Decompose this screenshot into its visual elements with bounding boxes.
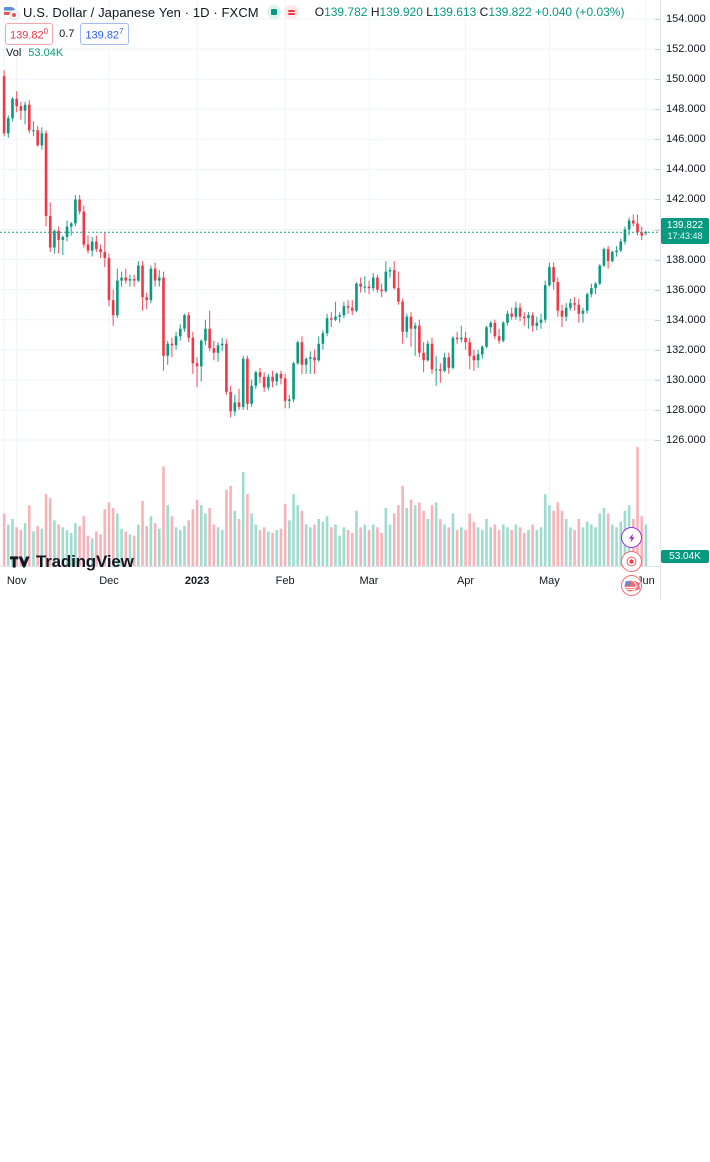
chart-floating-buttons [621, 527, 642, 599]
current-price-value: 139.822 [666, 220, 704, 232]
price-tick-label: 142.000 [666, 193, 706, 206]
price-tick-mark [655, 259, 660, 261]
time-tick-label: Apr [456, 575, 475, 587]
price-tick-label: 148.000 [666, 103, 706, 116]
current-time-value: 17:43:48 [667, 231, 703, 242]
time-axis-divider [0, 566, 660, 567]
price-tick-mark [655, 49, 660, 51]
tradingview-chart-widget: U.S. Dollar / Japanese Yen · 1D · FXCM O… [0, 0, 710, 600]
record-dot-icon[interactable] [621, 551, 642, 572]
price-tick-mark [655, 289, 660, 291]
price-tick-mark [655, 409, 660, 411]
tradingview-watermark-text: TradingView [36, 552, 134, 571]
price-axis[interactable]: 154.000 152.000 150.000 148.000 146.000 144.0… [655, 0, 710, 566]
price-tick-label: 146.000 [666, 133, 706, 146]
time-tick-label: May [539, 575, 560, 587]
price-tick-mark [655, 79, 660, 81]
time-tick-label: Feb [275, 575, 295, 587]
time-axis[interactable]: Nov Dec 2023 Feb Mar Apr May Jun [0, 566, 660, 600]
price-tick-label: 132.000 [666, 343, 706, 356]
price-tick-label: 152.000 [666, 43, 706, 56]
price-tick-mark [655, 169, 660, 171]
price-tick-label: 144.000 [666, 163, 706, 176]
volume-axis-tag: 53.04K [661, 550, 709, 563]
time-tick-label: Dec [99, 575, 119, 587]
price-tick-mark [655, 379, 660, 381]
time-tick-label: Nov [6, 575, 27, 587]
price-tick-mark [655, 19, 660, 20]
current-price-tag: 139.822 17:43:48 [661, 218, 709, 245]
price-tick-mark [655, 199, 660, 201]
price-tick-label: 128.000 [666, 403, 706, 416]
price-tick-label: 154.000 [666, 13, 706, 25]
chart-plot-area[interactable] [0, 0, 660, 566]
price-tick-mark [655, 139, 660, 141]
lightning-alert-icon[interactable] [621, 527, 642, 548]
price-tick-mark [655, 109, 660, 111]
price-axis-divider [660, 0, 661, 566]
price-tick-mark [655, 349, 660, 351]
price-tick-label: 150.000 [666, 73, 706, 86]
price-tick-label: 126.000 [666, 434, 706, 446]
price-tick-label: 138.000 [666, 253, 706, 266]
price-tick-label: 136.000 [666, 283, 706, 296]
price-tick-label: 130.000 [666, 373, 706, 386]
replay-flag-icon[interactable] [621, 575, 642, 596]
corner-divider [660, 566, 661, 600]
time-tick-label: Mar [359, 575, 379, 587]
price-tick-mark [655, 440, 660, 441]
price-tick-mark [655, 229, 660, 231]
tradingview-logo-icon [10, 556, 30, 568]
tradingview-watermark: TradingView [10, 552, 134, 572]
price-tick-mark [655, 319, 660, 321]
time-tick-label: 2023 [184, 575, 210, 587]
price-tick-label: 134.000 [666, 313, 706, 326]
axis-corner [660, 566, 710, 600]
candlestick-canvas [0, 0, 660, 566]
